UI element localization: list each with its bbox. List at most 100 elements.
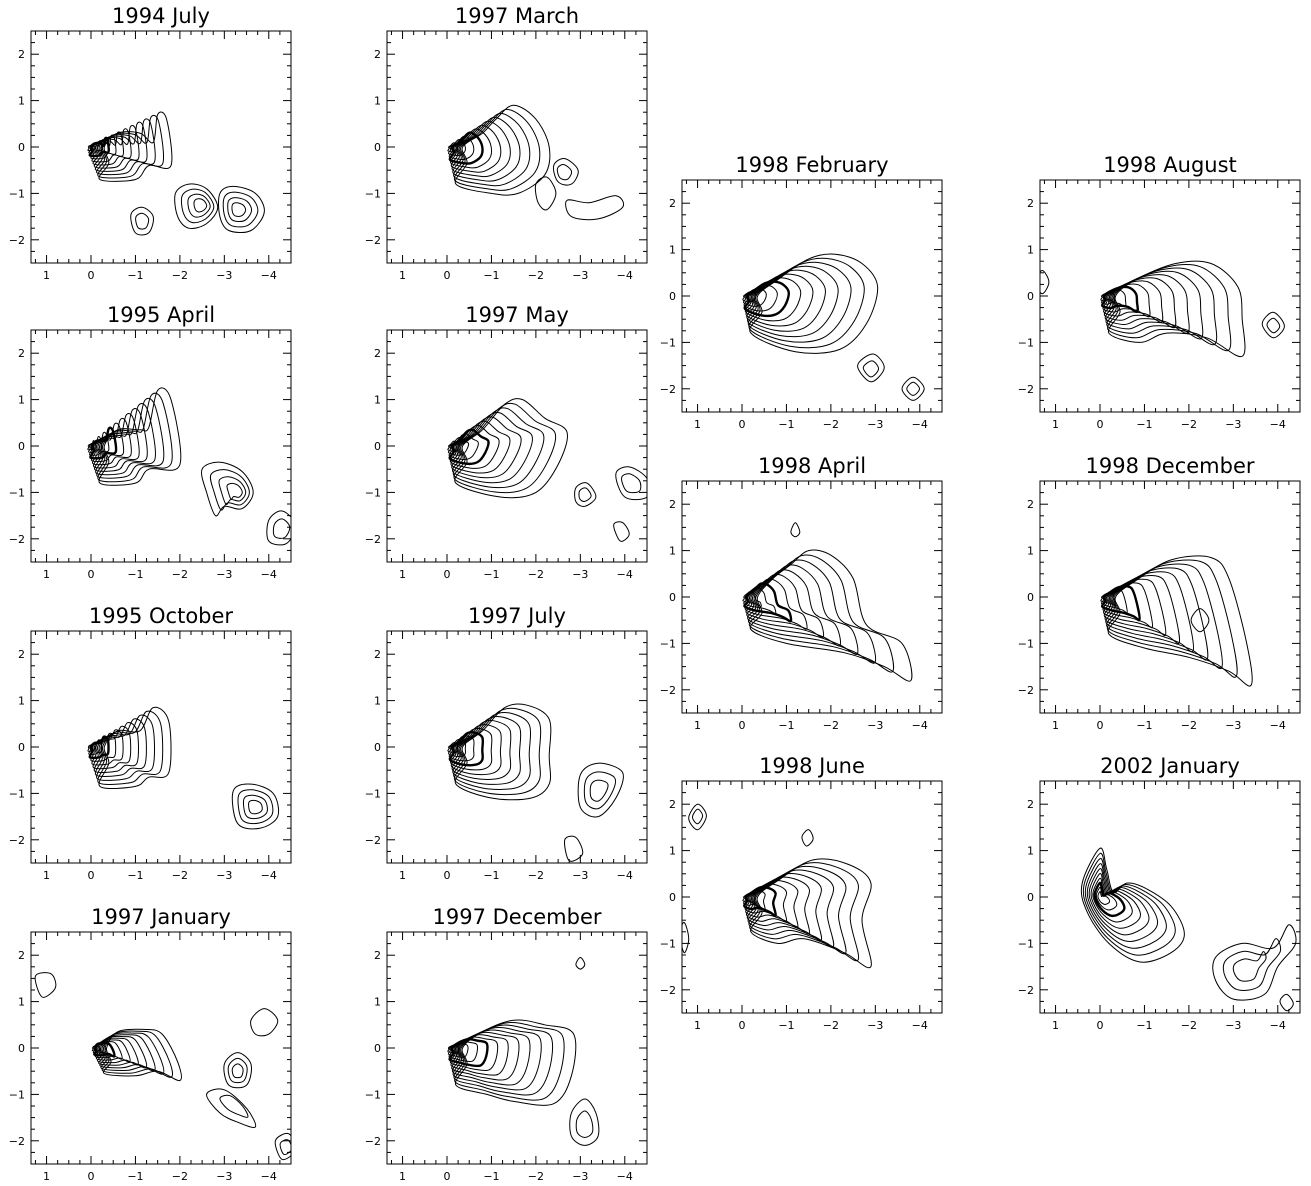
x-tick-label: −3 — [1225, 719, 1241, 732]
panel-title: 1997 July — [468, 604, 566, 628]
contour-level-1-2 — [1232, 951, 1267, 982]
x-tick-label: 0 — [444, 568, 451, 581]
contour-level-0-1 — [97, 392, 173, 483]
x-tick-label: 1 — [43, 1170, 50, 1183]
contour-group — [447, 956, 600, 1146]
y-tick-label: 2 — [669, 197, 676, 210]
contour-level-0-9 — [1101, 289, 1127, 308]
panel-title: 1995 October — [89, 604, 234, 628]
y-tick-label: 1 — [18, 695, 25, 708]
contour-level-0-4 — [746, 569, 841, 647]
x-tick-label: −2 — [172, 1170, 188, 1183]
y-tick-label: −1 — [9, 486, 25, 499]
contour-level-0-8 — [1100, 585, 1141, 622]
x-tick-label: 0 — [444, 869, 451, 882]
contour-level-0-10 — [447, 440, 460, 452]
y-tick-label: 0 — [669, 290, 676, 303]
contour-level-0-0 — [454, 1019, 577, 1106]
y-tick-label: 0 — [669, 891, 676, 904]
contour-level-0-9 — [447, 138, 466, 157]
x-tick-label: −1 — [778, 1019, 794, 1032]
contour-level-0-10 — [1100, 291, 1116, 303]
y-tick-label: −2 — [9, 533, 25, 546]
contour-level-0-4 — [451, 1029, 531, 1086]
contour-level-0-10 — [1100, 592, 1117, 607]
x-tick-label: −3 — [216, 269, 232, 282]
contour-level-2-3 — [231, 202, 247, 217]
contour-level-0-5 — [451, 1031, 520, 1081]
y-tick-label: 0 — [18, 1042, 25, 1055]
y-tick-label: −2 — [9, 1135, 25, 1148]
contour-level-0-4 — [746, 873, 823, 941]
contour-level-2-1 — [906, 381, 921, 396]
contour-level-2-0 — [615, 466, 647, 501]
y-tick-label: 0 — [18, 440, 25, 453]
x-tick-label: −1 — [127, 269, 143, 282]
y-tick-label: 1 — [374, 95, 381, 108]
contour-level-2-0 — [218, 185, 265, 234]
contour-level-0-9 — [742, 287, 767, 307]
contour-level-2-0 — [801, 829, 814, 847]
contour-level-1-2 — [231, 1063, 244, 1079]
contour-level-0-0 — [102, 1028, 182, 1082]
contour-level-0-8 — [448, 1038, 489, 1068]
contour-level-0-6 — [450, 1034, 509, 1076]
contour-level-1-1 — [556, 164, 573, 181]
contour-level-0-10 — [447, 142, 459, 153]
plot-frame — [681, 179, 943, 413]
panel-p1998dec: 1998 December 1 0 −1 −2 −3 −4 2 1 0 −1 −2 — [1018, 454, 1301, 732]
contour-level-1-0 — [1212, 924, 1297, 1001]
contour-group — [447, 104, 625, 221]
contour-level-1-1 — [209, 469, 250, 511]
x-tick-label: −2 — [528, 869, 544, 882]
contour-level-1-1 — [180, 188, 215, 224]
contour-level-0-0 — [454, 703, 552, 801]
panel-title: 1998 December — [1085, 454, 1254, 478]
y-tick-label: 2 — [18, 48, 25, 61]
contour-level-0-7 — [448, 131, 484, 165]
y-tick-label: −2 — [660, 684, 676, 697]
panel-p1994jul: 1994 July 1 0 −1 −2 −3 −4 2 1 0 −1 −2 — [9, 4, 292, 282]
x-tick-label: 1 — [694, 418, 701, 431]
y-tick-label: 0 — [669, 591, 676, 604]
contour-level-0-2 — [453, 711, 532, 790]
y-tick-label: 0 — [18, 741, 25, 754]
contour-group — [34, 972, 291, 1161]
contour-level-0-4 — [1088, 868, 1150, 936]
x-tick-label: −1 — [778, 418, 794, 431]
contour-level-1-1 — [691, 808, 704, 825]
y-tick-label: −2 — [9, 834, 25, 847]
x-tick-label: 1 — [43, 269, 50, 282]
contour-level-0-0 — [1107, 555, 1253, 687]
x-tick-label: −3 — [572, 869, 588, 882]
y-tick-label: 0 — [374, 1042, 381, 1055]
panel-p1998feb: 1998 February 1 0 −1 −2 −3 −4 2 1 0 −1 −2 — [660, 153, 943, 431]
contour-level-2-1 — [272, 518, 291, 539]
contour-level-1-2 — [589, 779, 609, 802]
y-tick-label: −1 — [1018, 937, 1034, 950]
y-tick-label: 1 — [1027, 845, 1034, 858]
x-tick-label: 0 — [739, 418, 746, 431]
contour-level-0-4 — [1104, 274, 1190, 334]
contour-level-4-0 — [34, 972, 57, 998]
contour-level-0-1 — [453, 707, 542, 796]
x-tick-label: 1 — [399, 568, 406, 581]
panel-p1998jun: 1998 June 1 0 −1 −2 −3 −4 2 1 0 −1 −2 — [660, 754, 943, 1032]
contour-level-1-1 — [578, 487, 592, 502]
contour-level-0-7 — [743, 582, 793, 623]
contour-group — [1040, 260, 1285, 358]
plot-frame — [1039, 780, 1301, 1014]
x-tick-label: −3 — [572, 1170, 588, 1183]
contour-level-0-2 — [748, 865, 847, 955]
contour-level-0-8 — [743, 284, 778, 312]
contour-level-0-7 — [448, 730, 485, 767]
contour-group — [682, 803, 872, 969]
contour-level-0-8 — [1100, 285, 1139, 313]
contour-level-0-0 — [1080, 847, 1185, 963]
contour-level-0-10 — [742, 892, 756, 905]
plot-frame — [30, 931, 292, 1165]
contour-level-0-7 — [449, 1036, 499, 1072]
contour-level-0-6 — [95, 1039, 131, 1063]
contour-level-1-0 — [574, 482, 597, 507]
panel-p2002jan: 2002 January 1 0 −1 −2 −3 −4 2 1 0 −1 −2 — [1018, 754, 1301, 1032]
